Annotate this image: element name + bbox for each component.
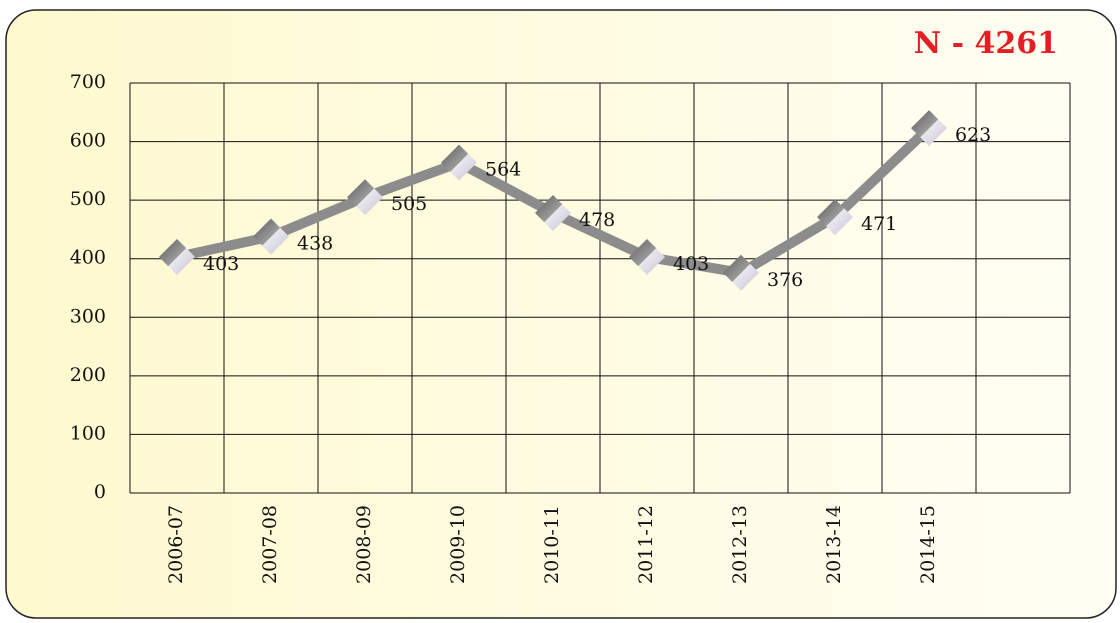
data-label: 564 [485, 159, 521, 181]
marker [723, 254, 759, 291]
data-label: 403 [673, 253, 709, 275]
data-label: 623 [955, 124, 991, 146]
x-tick-label: 2012-13 [729, 505, 751, 584]
marker [629, 238, 665, 275]
panel [5, 9, 1117, 619]
y-tick-label: 200 [70, 364, 106, 386]
data-label: 478 [579, 209, 615, 231]
marker [253, 218, 289, 255]
x-tick-label: 2006-07 [165, 505, 187, 584]
x-tick-label: 2010-11 [541, 505, 563, 584]
y-tick-label: 500 [70, 188, 106, 210]
y-tick-label: 700 [70, 71, 106, 93]
data-label: 471 [861, 213, 897, 235]
y-tick-label: 400 [70, 247, 106, 269]
data-label: 438 [297, 232, 333, 254]
data-label: 505 [391, 193, 427, 215]
x-tick-label: 2008-09 [353, 505, 375, 584]
chart-title: N - 4261 [914, 26, 1058, 61]
x-tick-label: 2007-08 [259, 505, 281, 584]
x-tick-label: 2014-15 [917, 505, 939, 584]
marker [817, 199, 853, 236]
data-label: 403 [203, 253, 239, 275]
marker [347, 179, 383, 216]
y-tick-label: 0 [94, 481, 106, 503]
marker [911, 110, 947, 147]
marker [441, 144, 477, 181]
x-tick-label: 2013-14 [823, 505, 845, 584]
y-tick-label: 100 [70, 422, 106, 444]
x-tick-label: 2011-12 [635, 505, 657, 584]
marker [159, 238, 195, 275]
y-tick-label: 300 [70, 305, 106, 327]
marker [535, 195, 571, 232]
data-label: 376 [767, 269, 803, 291]
x-tick-label: 2009-10 [447, 505, 469, 584]
y-tick-label: 600 [70, 130, 106, 152]
